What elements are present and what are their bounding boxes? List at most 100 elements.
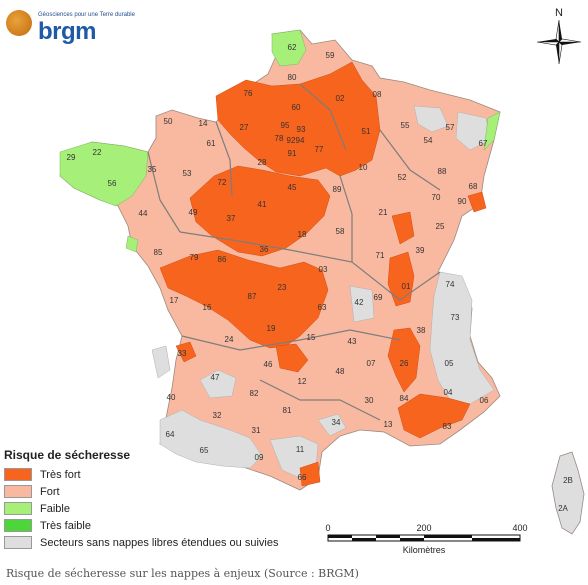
department-labels: 62 59 80 76 60 02 08 50 14 27 95 93 51 55 57 67 54 61 78 92… xyxy=(67,43,573,513)
region-boundaries xyxy=(147,83,441,421)
department-label-80: 80 xyxy=(288,73,297,82)
department-label-23: 23 xyxy=(278,283,287,292)
legend-item-tres-faible: Très faible xyxy=(4,517,324,534)
scale-tick-0: 0 xyxy=(325,523,330,533)
department-label-10: 10 xyxy=(359,163,368,172)
department-label-70: 70 xyxy=(432,193,441,202)
department-label-24: 24 xyxy=(225,335,234,344)
legend-label: Très faible xyxy=(40,519,91,532)
department-label-53: 53 xyxy=(183,169,192,178)
department-label-63: 63 xyxy=(318,303,327,312)
grey-sectors xyxy=(151,105,495,479)
department-label-86: 86 xyxy=(218,255,227,264)
department-label-90: 90 xyxy=(458,197,467,206)
department-label-39: 39 xyxy=(416,246,425,255)
department-label-73: 73 xyxy=(451,313,460,322)
department-label-30: 30 xyxy=(365,396,374,405)
department-label-83: 83 xyxy=(443,422,452,431)
department-label-2B: 2B xyxy=(563,476,573,485)
department-label-88: 88 xyxy=(438,167,447,176)
department-label-82: 82 xyxy=(250,389,259,398)
department-label-57: 57 xyxy=(446,123,455,132)
department-label-92: 92 xyxy=(287,136,296,145)
legend-swatch xyxy=(4,468,32,481)
department-label-04: 04 xyxy=(444,388,453,397)
department-label-12: 12 xyxy=(298,377,307,386)
legend: Risque de sécheresse Très fort Fort Faib… xyxy=(4,448,324,551)
legend-title: Risque de sécheresse xyxy=(4,448,131,462)
department-label-17: 17 xyxy=(170,296,179,305)
department-label-32: 32 xyxy=(213,411,222,420)
department-label-08: 08 xyxy=(373,90,382,99)
department-label-52: 52 xyxy=(398,173,407,182)
legend-label: Faible xyxy=(40,502,70,515)
department-label-66: 66 xyxy=(298,473,307,482)
department-label-58: 58 xyxy=(336,227,345,236)
legend-item-fort: Fort xyxy=(4,483,324,500)
legend-swatch xyxy=(4,519,32,532)
department-label-35: 35 xyxy=(148,165,157,174)
department-label-07: 07 xyxy=(367,359,376,368)
brgm-logo: Géosciences pour une Terre durable brgm xyxy=(6,6,135,46)
department-label-26: 26 xyxy=(400,359,409,368)
logo-tagline: Géosciences pour une Terre durable xyxy=(38,12,135,18)
department-label-78: 78 xyxy=(275,134,284,143)
department-label-03: 03 xyxy=(319,265,328,274)
department-label-48: 48 xyxy=(336,367,345,376)
brgm-logo-icon xyxy=(6,10,32,36)
department-label-74: 74 xyxy=(446,280,455,289)
department-label-18: 18 xyxy=(298,230,307,239)
legend-item-tres-fort: Très fort xyxy=(4,466,324,483)
department-label-2A: 2A xyxy=(558,504,568,513)
department-label-68: 68 xyxy=(469,182,478,191)
department-label-93: 93 xyxy=(297,125,306,134)
department-label-40: 40 xyxy=(167,393,176,402)
logo-name: brgm xyxy=(38,18,97,45)
department-label-49: 49 xyxy=(189,208,198,217)
department-label-15: 15 xyxy=(307,333,316,342)
department-label-51: 51 xyxy=(362,127,371,136)
department-label-11: 11 xyxy=(296,445,305,454)
department-label-31: 31 xyxy=(252,426,261,435)
department-label-22: 22 xyxy=(93,148,102,157)
department-label-44: 44 xyxy=(139,209,148,218)
department-label-05: 05 xyxy=(445,359,454,368)
legend-swatch xyxy=(4,502,32,515)
legend-swatch xyxy=(4,485,32,498)
department-label-34: 34 xyxy=(332,418,341,427)
department-label-06: 06 xyxy=(480,396,489,405)
department-label-94: 94 xyxy=(296,136,305,145)
department-label-25: 25 xyxy=(436,222,445,231)
department-label-41: 41 xyxy=(258,200,267,209)
compass-north-label: N xyxy=(555,7,563,19)
department-label-59: 59 xyxy=(326,51,335,60)
faible-areas xyxy=(59,29,501,253)
legend-label: Fort xyxy=(40,485,60,498)
department-label-65: 65 xyxy=(200,446,209,455)
department-label-43: 43 xyxy=(348,337,357,346)
scale-tick-200: 200 xyxy=(416,523,431,533)
department-label-89: 89 xyxy=(333,185,342,194)
legend-item-faible: Faible xyxy=(4,500,324,517)
department-label-69: 69 xyxy=(374,293,383,302)
department-label-72: 72 xyxy=(218,178,227,187)
department-label-87: 87 xyxy=(248,292,257,301)
scale-bar: 0 200 400 Kilomètres xyxy=(325,523,527,555)
department-label-50: 50 xyxy=(164,117,173,126)
image-caption: Risque de sécheresse sur les nappes à en… xyxy=(6,567,359,580)
scale-unit: Kilomètres xyxy=(403,545,446,555)
department-label-84: 84 xyxy=(400,394,409,403)
department-label-61: 61 xyxy=(207,139,216,148)
department-label-60: 60 xyxy=(292,103,301,112)
department-label-54: 54 xyxy=(424,136,433,145)
department-label-42: 42 xyxy=(355,298,364,307)
department-label-37: 37 xyxy=(227,214,236,223)
department-label-38: 38 xyxy=(417,326,426,335)
department-label-21: 21 xyxy=(379,208,388,217)
compass-rose: N xyxy=(536,7,582,65)
scale-tick-400: 400 xyxy=(512,523,527,533)
department-label-71: 71 xyxy=(376,251,385,260)
department-label-27: 27 xyxy=(240,123,249,132)
department-label-55: 55 xyxy=(401,121,410,130)
corsica xyxy=(551,451,585,535)
